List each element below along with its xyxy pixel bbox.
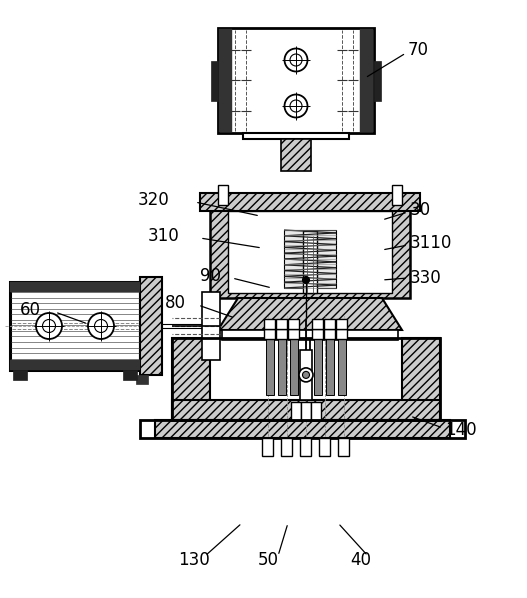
Bar (10, 360, 140, 370)
Bar (162, 324, 202, 328)
Text: 320: 320 (138, 191, 170, 209)
Text: 130: 130 (178, 551, 210, 569)
Circle shape (290, 100, 302, 112)
Bar (325, 319, 336, 329)
Bar (123, 370, 137, 380)
Bar (13, 370, 27, 380)
Bar (218, 185, 228, 205)
Bar (211, 61, 218, 101)
Bar (288, 329, 299, 339)
Text: 140: 140 (445, 421, 476, 439)
Bar (202, 292, 220, 360)
Bar (326, 338, 334, 395)
Bar (140, 277, 162, 375)
Bar (172, 400, 440, 420)
Bar (218, 28, 374, 133)
Bar (392, 185, 402, 205)
Text: 70: 70 (408, 41, 429, 59)
Bar (155, 420, 450, 438)
Bar (262, 438, 274, 456)
Circle shape (299, 368, 313, 382)
Bar (210, 193, 410, 298)
Circle shape (290, 54, 302, 66)
Bar (266, 338, 274, 395)
Circle shape (88, 313, 114, 339)
Bar (337, 319, 347, 329)
Bar (219, 29, 232, 132)
Bar (281, 139, 311, 171)
Circle shape (285, 94, 307, 117)
Bar (10, 282, 140, 370)
Circle shape (43, 319, 55, 332)
Bar (243, 133, 349, 139)
Text: 330: 330 (410, 269, 442, 287)
Bar (402, 338, 440, 420)
Bar (300, 438, 311, 456)
Circle shape (94, 319, 108, 332)
Bar (338, 338, 346, 395)
Bar (288, 319, 299, 329)
Bar (136, 375, 148, 384)
Bar (284, 230, 336, 288)
Text: 40: 40 (350, 551, 371, 569)
Text: 90: 90 (200, 267, 221, 285)
Bar (277, 319, 288, 329)
Bar (374, 61, 381, 101)
Bar (319, 438, 330, 456)
Bar (278, 338, 286, 395)
Bar (303, 231, 317, 293)
Bar (10, 282, 140, 292)
Bar (228, 211, 392, 293)
Bar (313, 329, 324, 339)
Bar (313, 319, 324, 329)
Bar (172, 338, 210, 420)
Bar (281, 438, 292, 456)
Bar (325, 329, 336, 339)
Polygon shape (218, 298, 402, 330)
Bar (290, 338, 298, 395)
Bar (300, 350, 312, 399)
Text: 60: 60 (20, 301, 41, 319)
Bar (301, 402, 311, 420)
Bar (140, 420, 465, 438)
Bar (311, 402, 321, 420)
Bar (360, 29, 373, 132)
Bar (172, 338, 440, 420)
Bar (265, 329, 276, 339)
Text: 310: 310 (148, 227, 180, 245)
Circle shape (302, 371, 309, 379)
Bar (337, 329, 347, 339)
Bar (291, 402, 301, 420)
Circle shape (36, 313, 62, 339)
Circle shape (285, 48, 307, 72)
Bar (277, 329, 288, 339)
Bar (200, 193, 420, 211)
Text: 80: 80 (165, 294, 186, 312)
Bar (222, 330, 398, 340)
Bar (338, 438, 349, 456)
Bar (314, 338, 322, 395)
Text: 30: 30 (410, 201, 431, 219)
Text: 50: 50 (258, 551, 279, 569)
Bar (265, 319, 276, 329)
Text: 3110: 3110 (410, 234, 452, 252)
Circle shape (302, 276, 309, 283)
